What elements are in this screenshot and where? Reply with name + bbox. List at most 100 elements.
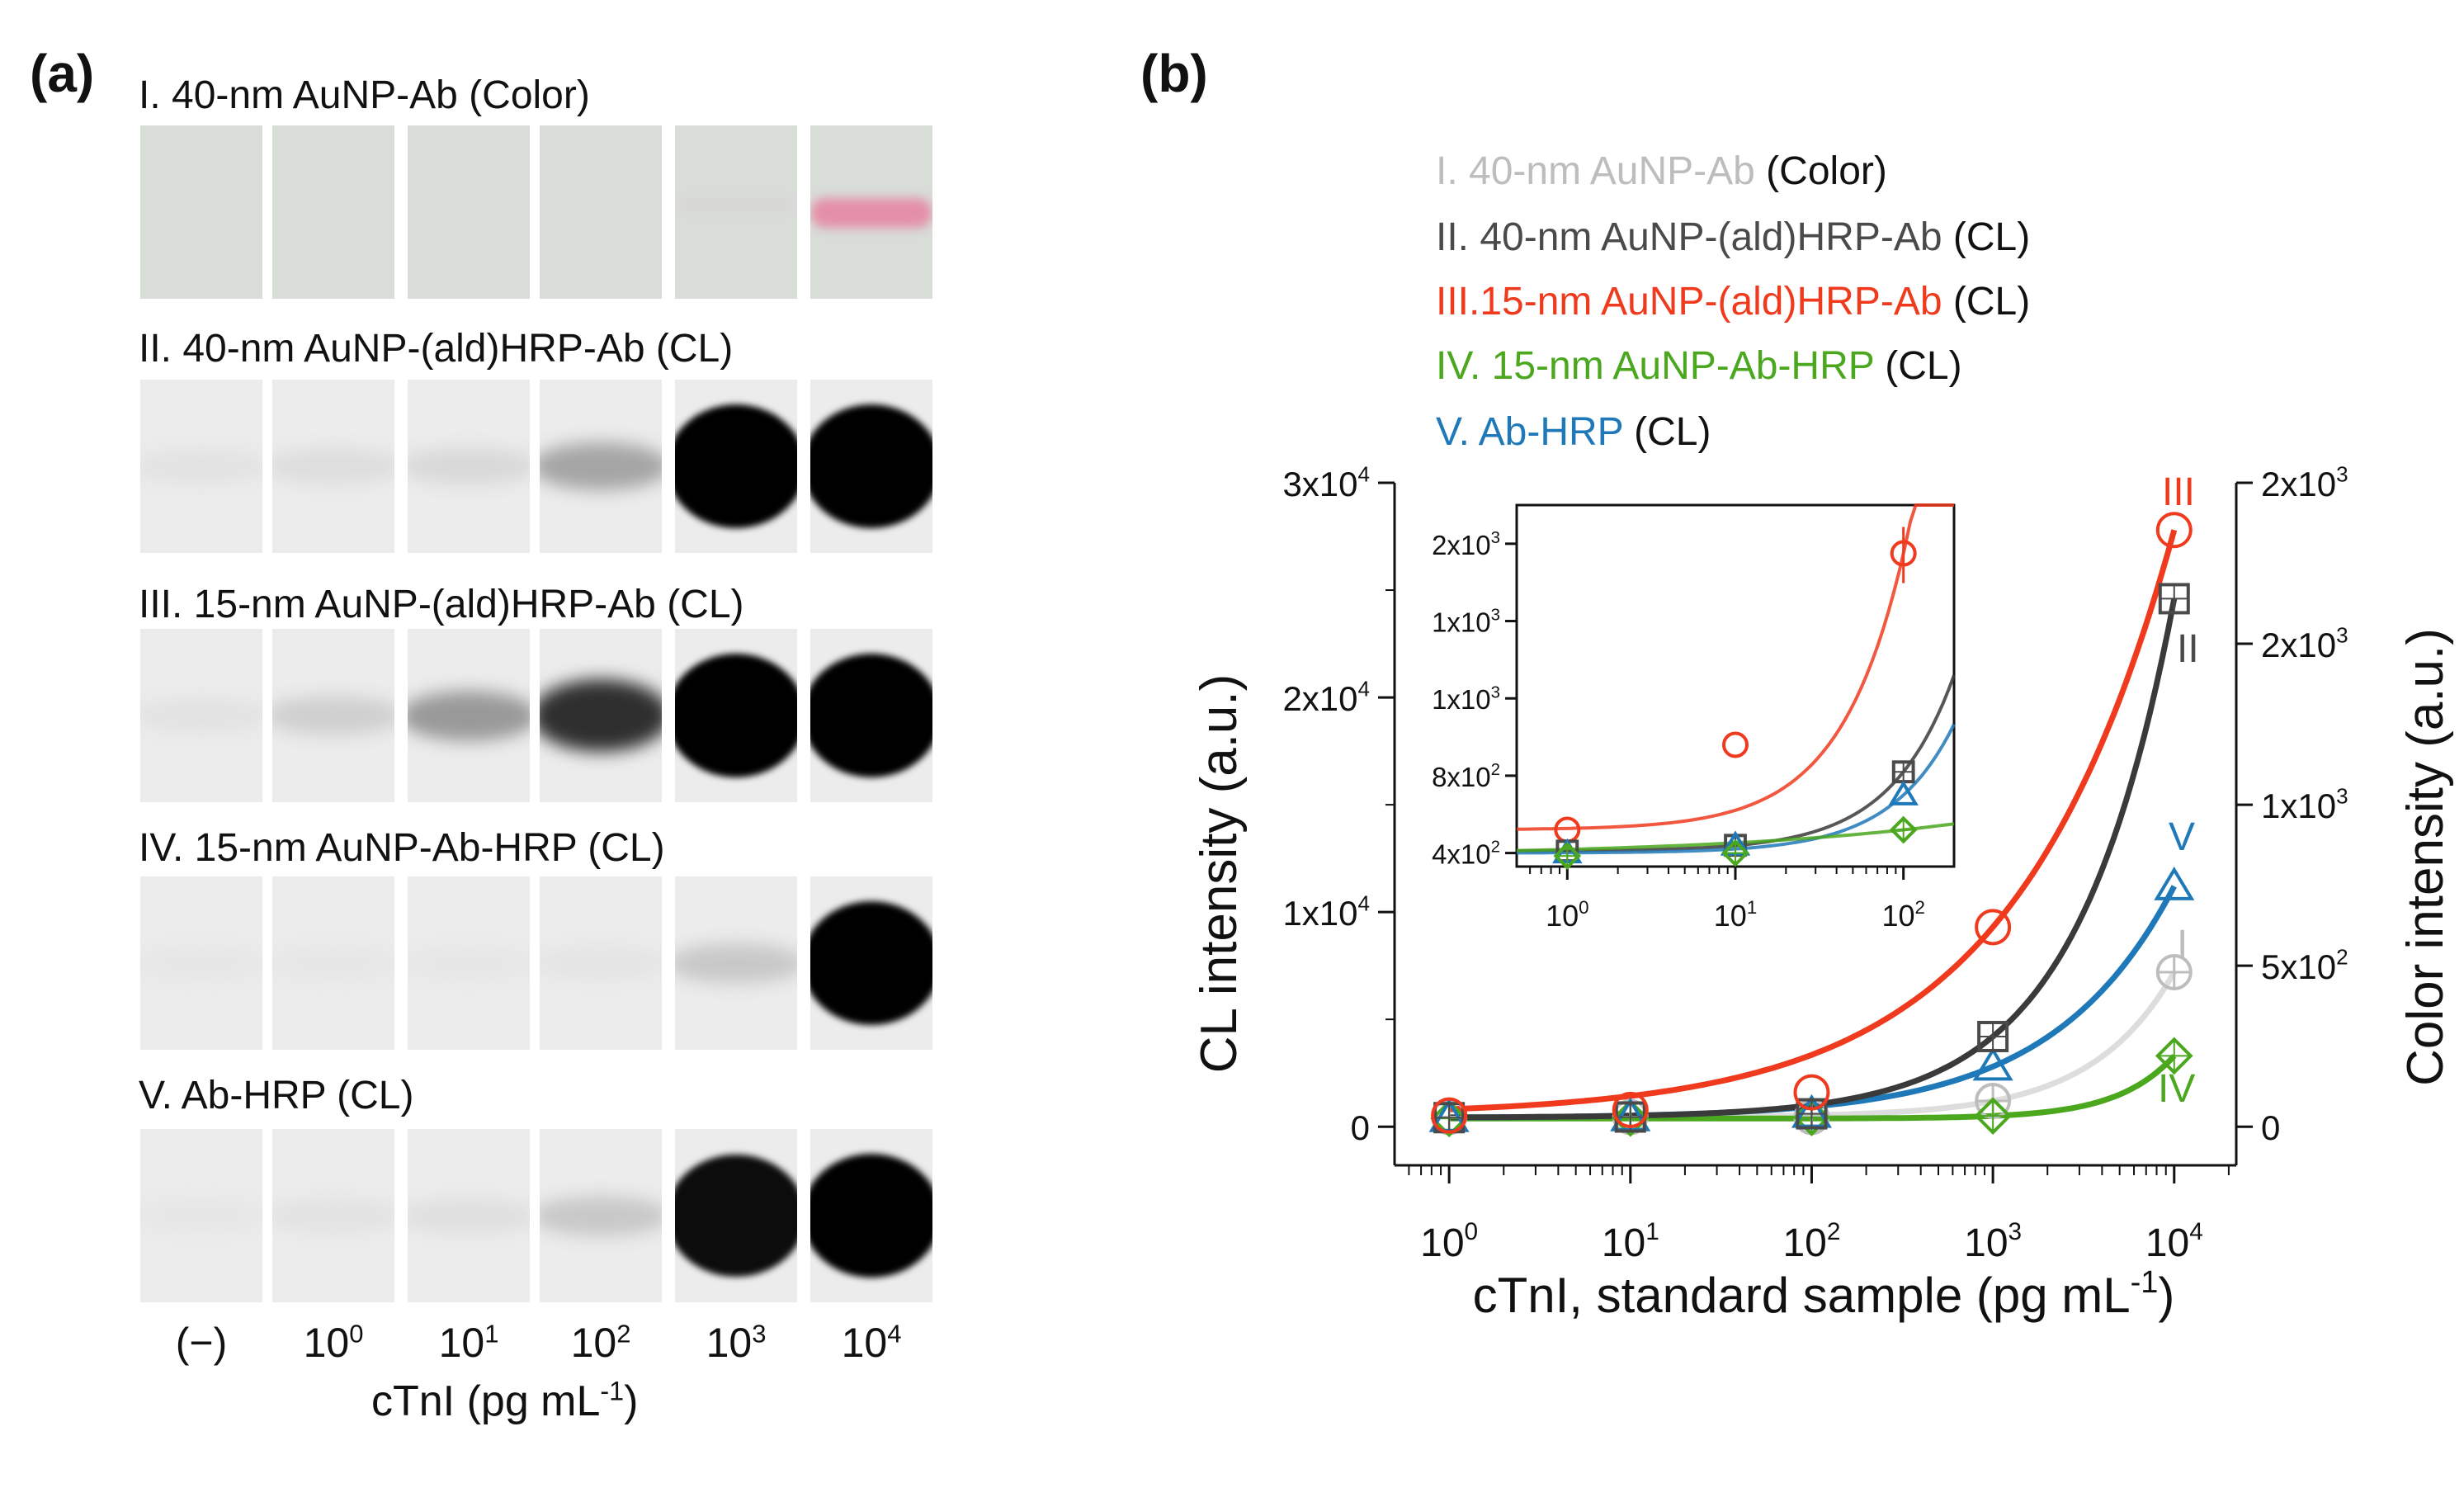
inset-x-tick-label: 102 (1881, 897, 1924, 933)
legend-series-name: I. 40-nm AuNP-Ab (1436, 149, 1755, 193)
blot-strip (140, 380, 262, 553)
blot-strip (408, 629, 530, 802)
data-point-III (1431, 1097, 1468, 1134)
blot-band (675, 404, 797, 528)
blot-strip (540, 1129, 662, 1302)
blot-strip (272, 380, 394, 553)
legend-entry: III.15-nm AuNP-(ald)HRP-Ab (CL) (1436, 279, 2030, 324)
blot-band (810, 654, 932, 777)
blot-band (810, 198, 932, 228)
data-point-III (1612, 1091, 1649, 1128)
inset-data-point-V (1888, 780, 1919, 805)
y-left-tick-label: 0 (1351, 1108, 1370, 1147)
legend-entry: V. Ab-HRP (CL) (1436, 409, 1711, 455)
y-axis-title-left: CL intensity (a.u.) (1191, 674, 1248, 1074)
series-end-label: IV (2158, 1067, 2195, 1111)
blot-band (408, 690, 530, 741)
inset-y-tick-label: 2x103 (1432, 528, 1500, 560)
blot-strip (810, 125, 932, 299)
blot-row-title: IV. 15-nm AuNP-Ab-HRP (CL) (139, 826, 665, 870)
x-tick-label: 103 (1964, 1218, 2022, 1265)
blot-row-title: II. 40-nm AuNP-(ald)HRP-Ab (CL) (139, 327, 734, 371)
blot-band (272, 696, 394, 735)
blot-strip (408, 876, 530, 1050)
blot-strip (810, 629, 932, 802)
blot-band (675, 1154, 797, 1278)
blot-strip (675, 380, 797, 553)
blot-band (810, 404, 932, 528)
inset-x-tick-label: 101 (1714, 897, 1757, 933)
blot-band (408, 1197, 530, 1234)
blot-strip (272, 629, 394, 802)
blot-strip (140, 629, 262, 802)
blot-strip (272, 1129, 394, 1302)
blot-strip (540, 125, 662, 299)
data-point-V (2154, 867, 2195, 900)
legend-entry: I. 40-nm AuNP-Ab (Color) (1436, 149, 1887, 194)
y-left-tick-label: 1x104 (1282, 890, 1370, 933)
blot-strip (540, 380, 662, 553)
blot-row-title: V. Ab-HRP (CL) (139, 1074, 414, 1117)
legend-series-name: III.15-nm AuNP-(ald)HRP-Ab (1436, 280, 1942, 324)
legend-entry: II. 40-nm AuNP-(ald)HRP-Ab (CL) (1436, 215, 2030, 260)
blot-strip (140, 876, 262, 1050)
x-tick-label: 104 (2145, 1218, 2203, 1265)
lane-label: 102 (570, 1319, 631, 1366)
blot-band (272, 946, 394, 980)
y-axis-title-right: Color intensity (a.u.) (2397, 628, 2454, 1086)
blot-strip (810, 1129, 932, 1302)
data-point-III (2155, 512, 2193, 549)
series-end-label: III (2162, 470, 2195, 514)
blot-strip (272, 125, 394, 299)
series-end-label: V (2169, 815, 2195, 859)
blot-strip (675, 1129, 797, 1302)
data-point-V (1972, 1046, 2013, 1081)
legend-series-name: V. Ab-HRP (1436, 410, 1623, 454)
legend-suffix: (Color) (1754, 149, 1887, 193)
blot-band (675, 942, 797, 984)
blot-band (540, 946, 662, 980)
blot-strip (810, 380, 932, 553)
legend-suffix: (CL) (1942, 215, 2031, 259)
blot-band (272, 448, 394, 484)
legend-suffix: (CL) (1873, 344, 1962, 388)
blot-band (140, 1198, 262, 1233)
inset-y-tick-label: 4x102 (1432, 838, 1500, 870)
blot-band (408, 447, 530, 485)
blot-band (272, 1197, 394, 1234)
blot-band (675, 654, 797, 777)
data-point-III (1975, 909, 2012, 946)
y-left-tick-label: 3x104 (1282, 461, 1370, 503)
blot-band (810, 901, 932, 1025)
blot-band (540, 1195, 662, 1236)
blot-strip (272, 876, 394, 1050)
blot-band (540, 442, 662, 490)
panel-b-label: (b) (1140, 44, 1208, 103)
blot-strip (675, 876, 797, 1050)
lane-label: 104 (841, 1319, 902, 1366)
blot-band (140, 697, 262, 734)
blot-strip (408, 1129, 530, 1302)
series-end-label: II (2177, 627, 2199, 671)
blot-strip (675, 629, 797, 802)
legend-series-name: II. 40-nm AuNP-(ald)HRP-Ab (1436, 215, 1942, 259)
inset-frame (1515, 503, 1956, 868)
blot-strip (540, 876, 662, 1050)
inset-fit-curve-III (1517, 503, 1954, 831)
panel-a-label: (a) (30, 44, 95, 103)
blot-strip (140, 1129, 262, 1302)
blot-band (140, 946, 262, 980)
blot-row-title: III. 15-nm AuNP-(ald)HRP-Ab (CL) (139, 583, 744, 626)
legend-series-name: IV. 15-nm AuNP-Ab-HRP (1436, 344, 1874, 388)
y-right-tick-label: 2x103 (2261, 622, 2348, 664)
fit-curve-III (1448, 529, 2178, 1112)
x-tick-label: 101 (1602, 1218, 1659, 1265)
blot-strip (810, 876, 932, 1050)
lane-label: 100 (303, 1319, 364, 1366)
blot-strip (140, 125, 262, 299)
blot-band (540, 679, 662, 752)
blot-strip (408, 380, 530, 553)
lane-label: (−) (175, 1320, 228, 1366)
inset-x-tick-label: 100 (1546, 897, 1588, 933)
blot-band (675, 198, 797, 211)
